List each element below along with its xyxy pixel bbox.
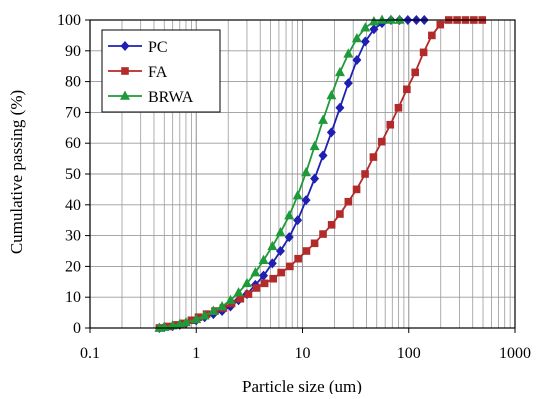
data-point-fa	[244, 290, 253, 298]
y-tick-label: 60	[65, 135, 81, 152]
data-point-brwa	[191, 313, 202, 324]
axes-layer: 0 10 20 30 40 50 60 70 80 90 100 0.1 1 10 100 1000	[57, 12, 531, 362]
y-axis-title: Cumulative passing (%)	[7, 90, 26, 254]
data-point-brwa	[309, 140, 320, 151]
data-point-fa	[361, 170, 369, 178]
y-tick-label: 70	[65, 104, 81, 121]
x-tick-label: 1000	[499, 345, 531, 362]
data-point-fa	[352, 185, 361, 194]
data-point-fa	[386, 120, 395, 129]
data-point-brwa	[167, 320, 178, 330]
legend-item-pc: PC	[108, 39, 168, 56]
data-point-pc	[259, 270, 269, 281]
legend-item-brwa: BRWA	[108, 89, 194, 106]
data-point-fa	[252, 284, 261, 292]
data-point-fa	[336, 210, 344, 218]
x-tick-label: 0.1	[80, 345, 100, 362]
data-point-brwa	[241, 277, 252, 288]
y-tick-label: 80	[65, 74, 81, 91]
x-tick-label: 1	[192, 345, 200, 362]
legend-label: PC	[148, 39, 168, 56]
data-point-fa	[277, 268, 285, 277]
data-point-brwa	[394, 14, 405, 24]
y-tick-label: 90	[65, 43, 81, 60]
data-point-pc	[284, 232, 294, 243]
data-point-brwa	[318, 114, 329, 124]
data-point-pc	[335, 102, 345, 113]
data-point-brwa	[258, 254, 269, 265]
data-point-fa	[394, 103, 403, 112]
data-point-fa	[286, 262, 294, 271]
legend-marker-brwa	[120, 90, 130, 100]
data-point-brwa	[351, 32, 362, 43]
data-point-brwa	[376, 14, 387, 24]
y-tick-label: 100	[57, 12, 81, 29]
data-point-pc	[360, 36, 370, 47]
x-tick-label: 100	[397, 345, 421, 362]
data-point-brwa	[343, 48, 354, 58]
legend-marker-fa	[121, 67, 129, 75]
x-tick-label: 10	[295, 345, 311, 362]
data-point-fa	[236, 294, 245, 303]
legend-item-fa: FA	[108, 64, 168, 81]
data-point-brwa	[267, 240, 278, 251]
data-point-fa	[294, 254, 302, 263]
data-point-brwa	[368, 16, 379, 26]
data-point-pc	[343, 78, 353, 89]
data-point-pc	[352, 55, 362, 66]
data-point-brwa	[360, 22, 371, 32]
y-tick-label: 20	[65, 258, 81, 275]
data-point-fa	[436, 20, 445, 29]
x-axis-title: Particle size (um)	[242, 377, 362, 394]
data-point-brwa	[217, 300, 228, 311]
legend-marker-pc	[120, 41, 130, 51]
data-point-pc	[293, 215, 303, 226]
data-point-brwa	[180, 316, 191, 327]
data-point-brwa	[250, 267, 261, 277]
y-tick-label: 10	[65, 289, 81, 306]
data-point-brwa	[334, 66, 345, 77]
data-point-fa	[194, 313, 203, 322]
data-point-pc	[267, 258, 277, 269]
data-point-pc	[275, 246, 285, 256]
legend-label: FA	[148, 64, 168, 81]
data-point-brwa	[275, 227, 286, 237]
data-point-fa	[369, 153, 378, 161]
data-point-fa	[310, 239, 319, 248]
data-point-brwa	[199, 310, 210, 320]
data-point-brwa	[292, 190, 303, 200]
data-point-brwa	[284, 210, 295, 220]
data-point-pc	[369, 24, 379, 35]
data-point-brwa	[208, 305, 219, 315]
data-point-pc	[301, 195, 311, 206]
y-tick-label: 30	[65, 228, 81, 245]
data-point-brwa	[233, 287, 244, 297]
data-point-fa	[319, 230, 327, 238]
legend-label: BRWA	[148, 89, 194, 106]
data-point-brwa	[301, 166, 312, 177]
y-tick-label: 50	[65, 166, 81, 183]
data-point-fa	[428, 31, 436, 40]
data-point-fa	[411, 68, 419, 77]
data-point-fa	[378, 137, 386, 146]
data-point-brwa	[385, 14, 396, 24]
data-point-fa	[302, 247, 311, 255]
data-point-fa	[260, 279, 269, 288]
legend: PC FA BRWA	[101, 29, 221, 113]
data-point-fa	[344, 197, 353, 206]
data-point-fa	[269, 274, 278, 283]
data-point-fa	[403, 85, 411, 94]
y-tick-label: 40	[65, 197, 81, 214]
data-point-pc	[310, 173, 320, 184]
data-point-fa	[327, 221, 336, 229]
y-tick-label: 0	[73, 320, 81, 337]
data-point-pc	[318, 150, 328, 161]
data-point-brwa	[326, 89, 337, 100]
data-point-fa	[419, 48, 428, 57]
data-point-pc	[326, 127, 336, 138]
data-point-brwa	[225, 294, 236, 305]
